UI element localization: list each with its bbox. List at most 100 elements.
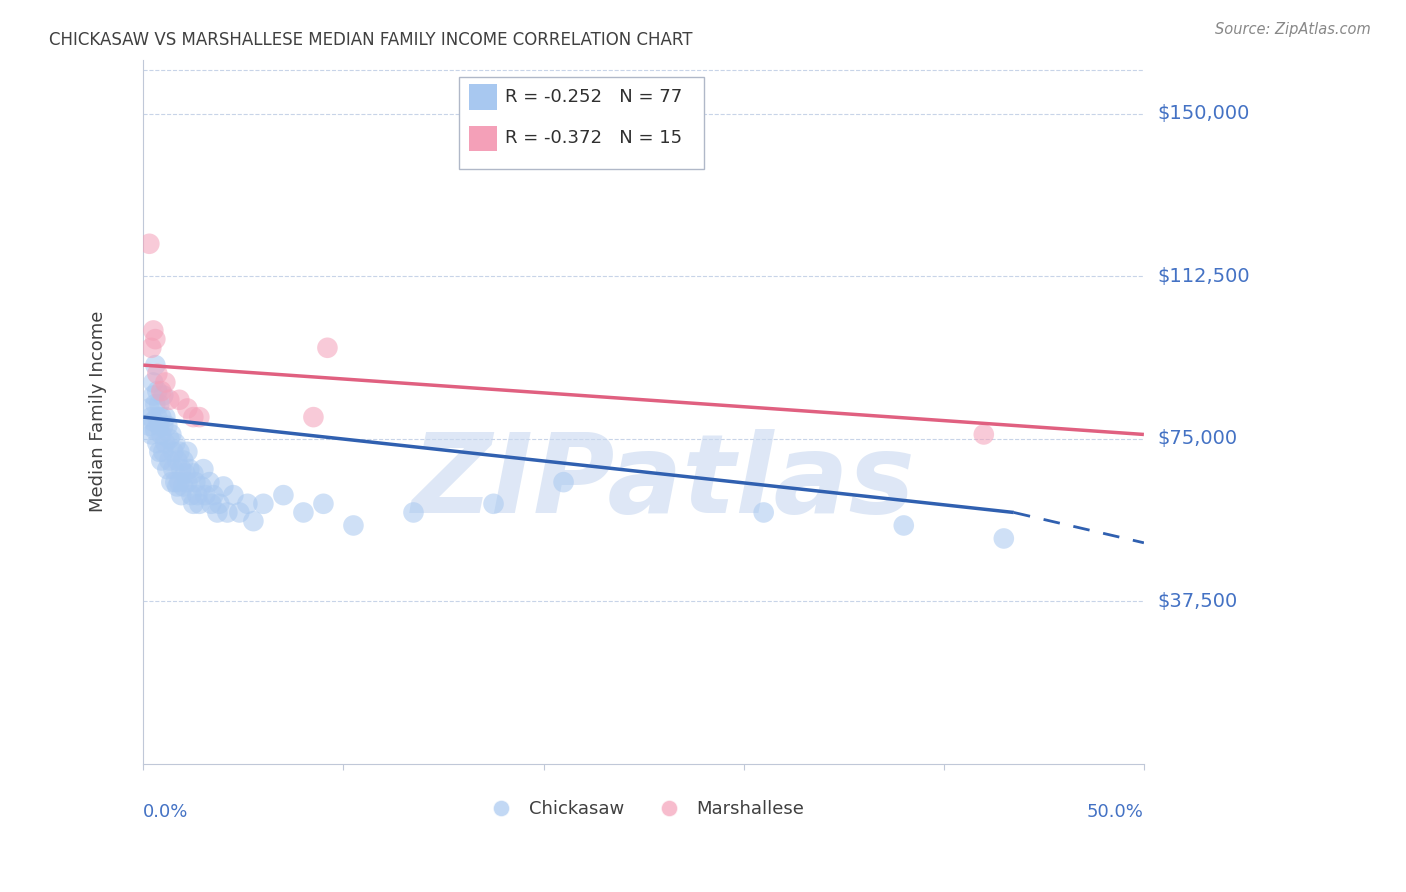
Point [236,497,259,511]
Point [893,518,915,533]
Point [188,410,211,425]
Text: Median Family Income: Median Family Income [90,311,107,512]
Point [148,397,170,411]
Point [143,332,166,346]
Point [152,418,174,433]
Point [198,475,221,490]
Point [166,479,188,493]
Point [152,445,174,459]
Point [160,475,183,490]
Point [165,475,187,490]
Text: $37,500: $37,500 [1157,591,1239,611]
Point [973,427,995,442]
Point [184,475,207,490]
Point [170,488,193,502]
Point [190,479,212,493]
Point [169,392,191,407]
Text: CHICKASAW VS MARSHALLESE MEDIAN FAMILY INCOME CORRELATION CHART: CHICKASAW VS MARSHALLESE MEDIAN FAMILY I… [49,31,693,49]
Point [148,418,170,433]
Point [186,488,208,502]
Point [183,467,205,481]
Point [143,423,166,437]
Point [162,462,184,476]
Point [155,436,177,450]
Point [141,410,163,425]
Point [170,462,193,476]
Point [142,323,165,337]
Point [194,488,217,502]
Text: $112,500: $112,500 [1157,267,1250,285]
Point [207,506,229,520]
Text: $75,000: $75,000 [1157,429,1237,449]
Text: 0.0%: 0.0% [143,803,188,821]
Point [273,488,295,502]
Point [202,488,225,502]
Point [150,427,173,442]
Point [183,410,205,425]
Point [141,427,163,442]
Point [141,341,163,355]
Point [156,462,179,476]
Point [179,462,201,476]
Point [316,341,339,355]
Legend: Chickasaw, Marshallese: Chickasaw, Marshallese [477,793,811,825]
Text: R = -0.252   N = 77: R = -0.252 N = 77 [505,88,682,106]
Point [142,414,165,428]
Point [165,436,187,450]
Point [143,358,166,372]
Point [172,479,194,493]
Point [143,397,166,411]
Point [156,418,179,433]
Point [138,418,160,433]
Point [183,497,205,511]
Point [174,467,197,481]
Point [200,497,222,511]
Point [217,506,239,520]
Point [993,532,1015,546]
Point [342,518,364,533]
Point [150,384,173,398]
Text: 50.0%: 50.0% [1087,803,1144,821]
Text: R = -0.372   N = 15: R = -0.372 N = 15 [505,129,682,147]
Point [162,445,184,459]
Point [142,388,165,402]
Point [212,479,235,493]
Point [160,427,183,442]
Point [208,497,231,511]
Point [150,453,173,467]
Point [402,506,425,520]
Point [180,488,202,502]
Text: Source: ZipAtlas.com: Source: ZipAtlas.com [1215,22,1371,37]
Point [146,384,169,398]
Point [166,453,188,467]
Point [252,497,274,511]
Point [482,497,505,511]
Point [138,401,160,416]
Point [152,388,174,402]
Point [146,436,169,450]
Point [553,475,575,490]
Point [169,445,191,459]
Point [292,506,315,520]
Point [155,410,177,425]
Point [302,410,325,425]
Point [148,445,170,459]
Point [752,506,775,520]
Point [146,410,169,425]
Point [157,392,180,407]
Point [169,475,191,490]
Point [146,367,169,381]
Point [228,506,250,520]
Point [172,453,194,467]
Point [176,401,198,416]
Point [155,376,177,390]
Point [176,475,198,490]
Point [312,497,335,511]
Point [242,514,264,528]
Point [222,488,245,502]
Point [193,462,215,476]
Point [157,432,180,446]
Text: ZIPatlas: ZIPatlas [412,429,915,535]
Point [142,376,165,390]
Point [150,410,173,425]
